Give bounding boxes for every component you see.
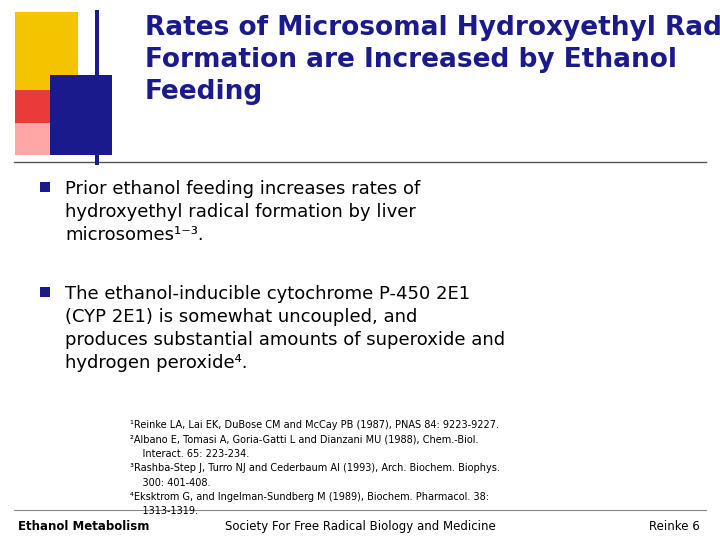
Bar bbox=[50, 75, 112, 155]
Text: The ethanol-inducible cytochrome P-450 2E1
(CYP 2E1) is somewhat uncoupled, and
: The ethanol-inducible cytochrome P-450 2… bbox=[65, 285, 505, 372]
Bar bbox=[40, 287, 50, 297]
Text: Rates of Microsomal Hydroxyethyl Radical
Formation are Increased by Ethanol
Feed: Rates of Microsomal Hydroxyethyl Radical… bbox=[145, 15, 720, 105]
Text: Prior ethanol feeding increases rates of
hydroxyethyl radical formation by liver: Prior ethanol feeding increases rates of… bbox=[65, 180, 420, 244]
Bar bbox=[95, 10, 99, 165]
Text: ¹Reinke LA, Lai EK, DuBose CM and McCay PB (1987), PNAS 84: 9223-9227.
²Albano E: ¹Reinke LA, Lai EK, DuBose CM and McCay … bbox=[130, 420, 500, 516]
Bar bbox=[15, 12, 78, 90]
Text: Society For Free Radical Biology and Medicine: Society For Free Radical Biology and Med… bbox=[225, 520, 495, 533]
Bar bbox=[15, 90, 80, 155]
Text: Ethanol Metabolism: Ethanol Metabolism bbox=[18, 520, 149, 533]
Bar bbox=[40, 182, 50, 192]
Text: Reinke 6: Reinke 6 bbox=[649, 520, 700, 533]
Bar bbox=[15, 90, 80, 123]
